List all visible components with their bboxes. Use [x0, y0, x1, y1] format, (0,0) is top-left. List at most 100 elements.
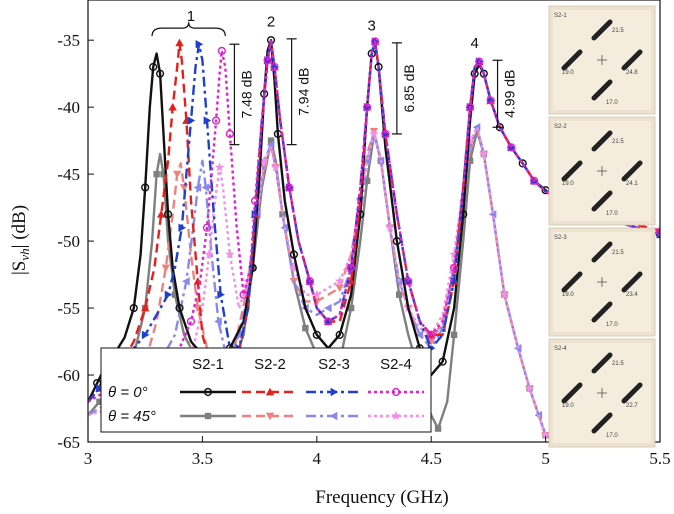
- x-tick-label: 4: [313, 449, 322, 468]
- legend-row-label: θ = 0°: [108, 384, 148, 401]
- dipole-element: [591, 301, 613, 323]
- data-point-s2-1-0deg: [518, 159, 527, 168]
- inset-dim-bottom: 17.0: [606, 211, 618, 217]
- dipole-element: [621, 160, 643, 182]
- delta-label: 7.94 dB: [296, 68, 312, 116]
- data-point-s2-4-45deg: [369, 128, 379, 138]
- inset-dim-bottom: 17.0: [606, 322, 618, 328]
- inset-dim-right: 24.8: [626, 70, 638, 76]
- data-point-s2-4-45deg: [204, 249, 214, 259]
- data-point-s2-4-45deg: [540, 430, 551, 440]
- dipole-element: [561, 49, 583, 71]
- data-point-s2-4-0deg: [427, 330, 436, 339]
- inset-dim-top: 21.5: [612, 28, 624, 34]
- data-point-s2-4-0deg: [324, 317, 333, 326]
- dipole-element: [561, 271, 583, 293]
- dipole-element: [591, 79, 613, 101]
- data-point-s2-1-45deg: [450, 331, 458, 339]
- data-point-s2-4-45deg: [225, 249, 235, 259]
- data-point-s2-4-45deg: [312, 289, 322, 299]
- data-point-s2-3-0deg: [187, 116, 196, 125]
- dipole-element: [621, 382, 643, 404]
- data-point-s2-3-45deg: [193, 183, 202, 192]
- x-tick-label: 3.5: [192, 449, 213, 468]
- legend-column-s2-1: S2-1: [192, 356, 224, 373]
- legend-swatch-marker: [329, 411, 338, 421]
- data-point-s2-4-0deg: [347, 263, 356, 272]
- y-tick-label: -35: [57, 31, 80, 50]
- data-point-s2-4-0deg: [381, 129, 390, 139]
- inset-dim-bottom: 17.0: [606, 433, 618, 439]
- data-point-s2-2-0deg: [175, 38, 184, 47]
- data-point-s2-4-45deg: [334, 276, 345, 286]
- data-point-s2-4-0deg: [363, 103, 372, 112]
- data-point-s2-4-45deg: [465, 135, 475, 145]
- data-point-s2-4-45deg: [385, 222, 395, 232]
- data-point-s2-1-45deg: [363, 177, 371, 185]
- data-point-s2-4-45deg: [214, 162, 225, 172]
- peak-label-3: 3: [368, 17, 376, 34]
- data-point-s2-1-0deg: [129, 303, 138, 313]
- inset-dim-left: 19.0: [562, 70, 574, 76]
- data-point-s2-3-45deg: [415, 330, 424, 340]
- inset-label: S2-2: [554, 124, 567, 130]
- legend-row-label: θ = 45°: [108, 408, 156, 425]
- data-point-s2-4-0deg: [371, 37, 380, 46]
- delta-annotation-4: 4.99 dB: [492, 59, 518, 128]
- data-point-s2-4-0deg: [449, 263, 459, 272]
- data-point-s2-2-45deg: [173, 170, 182, 179]
- data-point-s2-4-45deg: [289, 262, 299, 272]
- data-point-s2-3-0deg: [382, 129, 390, 139]
- y-tick-label: -65: [57, 433, 80, 452]
- legend-swatch-marker: [265, 412, 275, 421]
- legend-swatch-marker: [204, 412, 212, 420]
- peak-1-bracket: [151, 22, 226, 37]
- data-point-s2-3-0deg: [141, 330, 150, 340]
- x-tick-label: 5.5: [649, 449, 670, 468]
- data-point-s2-1-0deg: [312, 330, 321, 339]
- data-point-s2-2-45deg: [427, 338, 436, 346]
- data-point-s2-1-0deg: [335, 330, 344, 339]
- data-point-s2-3-0deg: [195, 40, 204, 49]
- data-point-s2-1-0deg: [141, 183, 150, 192]
- series-line-s2-4-45deg: [88, 126, 547, 436]
- y-tick-label: -40: [57, 98, 80, 117]
- data-point-s2-4-0deg: [507, 143, 516, 152]
- data-point-s2-4-45deg: [259, 155, 269, 165]
- y-axis-title: |Svh| (dB): [9, 205, 32, 275]
- data-point-s2-3-0deg: [178, 223, 187, 232]
- inset-label: S2-3: [554, 235, 567, 241]
- inset-photo-s2-1: S2-1 21.5 19.0 24.8 17.0: [548, 5, 656, 115]
- delta-annotation-1: 7.48 dB: [229, 43, 254, 146]
- data-point-s2-3-45deg: [266, 140, 275, 149]
- inset-dim-bottom: 17.0: [606, 100, 618, 106]
- data-point-s2-1-0deg: [289, 250, 299, 259]
- data-point-s2-2-45deg: [179, 184, 189, 192]
- data-point-s2-4-0deg: [404, 277, 413, 286]
- data-point-s2-4-45deg: [524, 383, 535, 393]
- data-point-s2-2-0deg: [168, 102, 177, 111]
- legend-column-s2-4: S2-4: [380, 356, 412, 373]
- data-point-s2-4-0deg: [285, 183, 294, 192]
- delta-annotation-2: 7.94 dB: [286, 38, 312, 146]
- legend-column-s2-3: S2-3: [318, 356, 350, 373]
- data-point-s2-2-0deg: [157, 210, 166, 218]
- legend-swatch-marker: [330, 387, 339, 397]
- data-point-s2-1-45deg: [466, 157, 474, 164]
- data-point-s2-1-45deg: [302, 324, 309, 332]
- delta-label: 6.85 dB: [401, 64, 417, 112]
- dipole-element: [621, 271, 643, 293]
- data-point-s2-1-45deg: [434, 425, 442, 432]
- axes-layer: 3 3.5 4 4.5 5 5.5 -65 -60 -55 -50 -45 -40 -35: [57, 0, 671, 468]
- data-point-s2-4-0deg: [486, 96, 495, 105]
- data-point-s2-1-0deg: [155, 69, 165, 78]
- inset-dim-top: 21.5: [612, 250, 624, 256]
- y-axis-title-sub: vh: [17, 248, 32, 260]
- y-axis-title-main: |S: [9, 261, 30, 275]
- inset-photo-s2-4: S2-4 21.5 19.0 22.7 17.0: [548, 338, 656, 448]
- data-point-s2-4-0deg: [212, 116, 221, 125]
- peak-label-1: 1: [187, 8, 195, 25]
- data-point-s2-4-0deg: [305, 277, 315, 286]
- legend-swatch-marker: [203, 387, 213, 397]
